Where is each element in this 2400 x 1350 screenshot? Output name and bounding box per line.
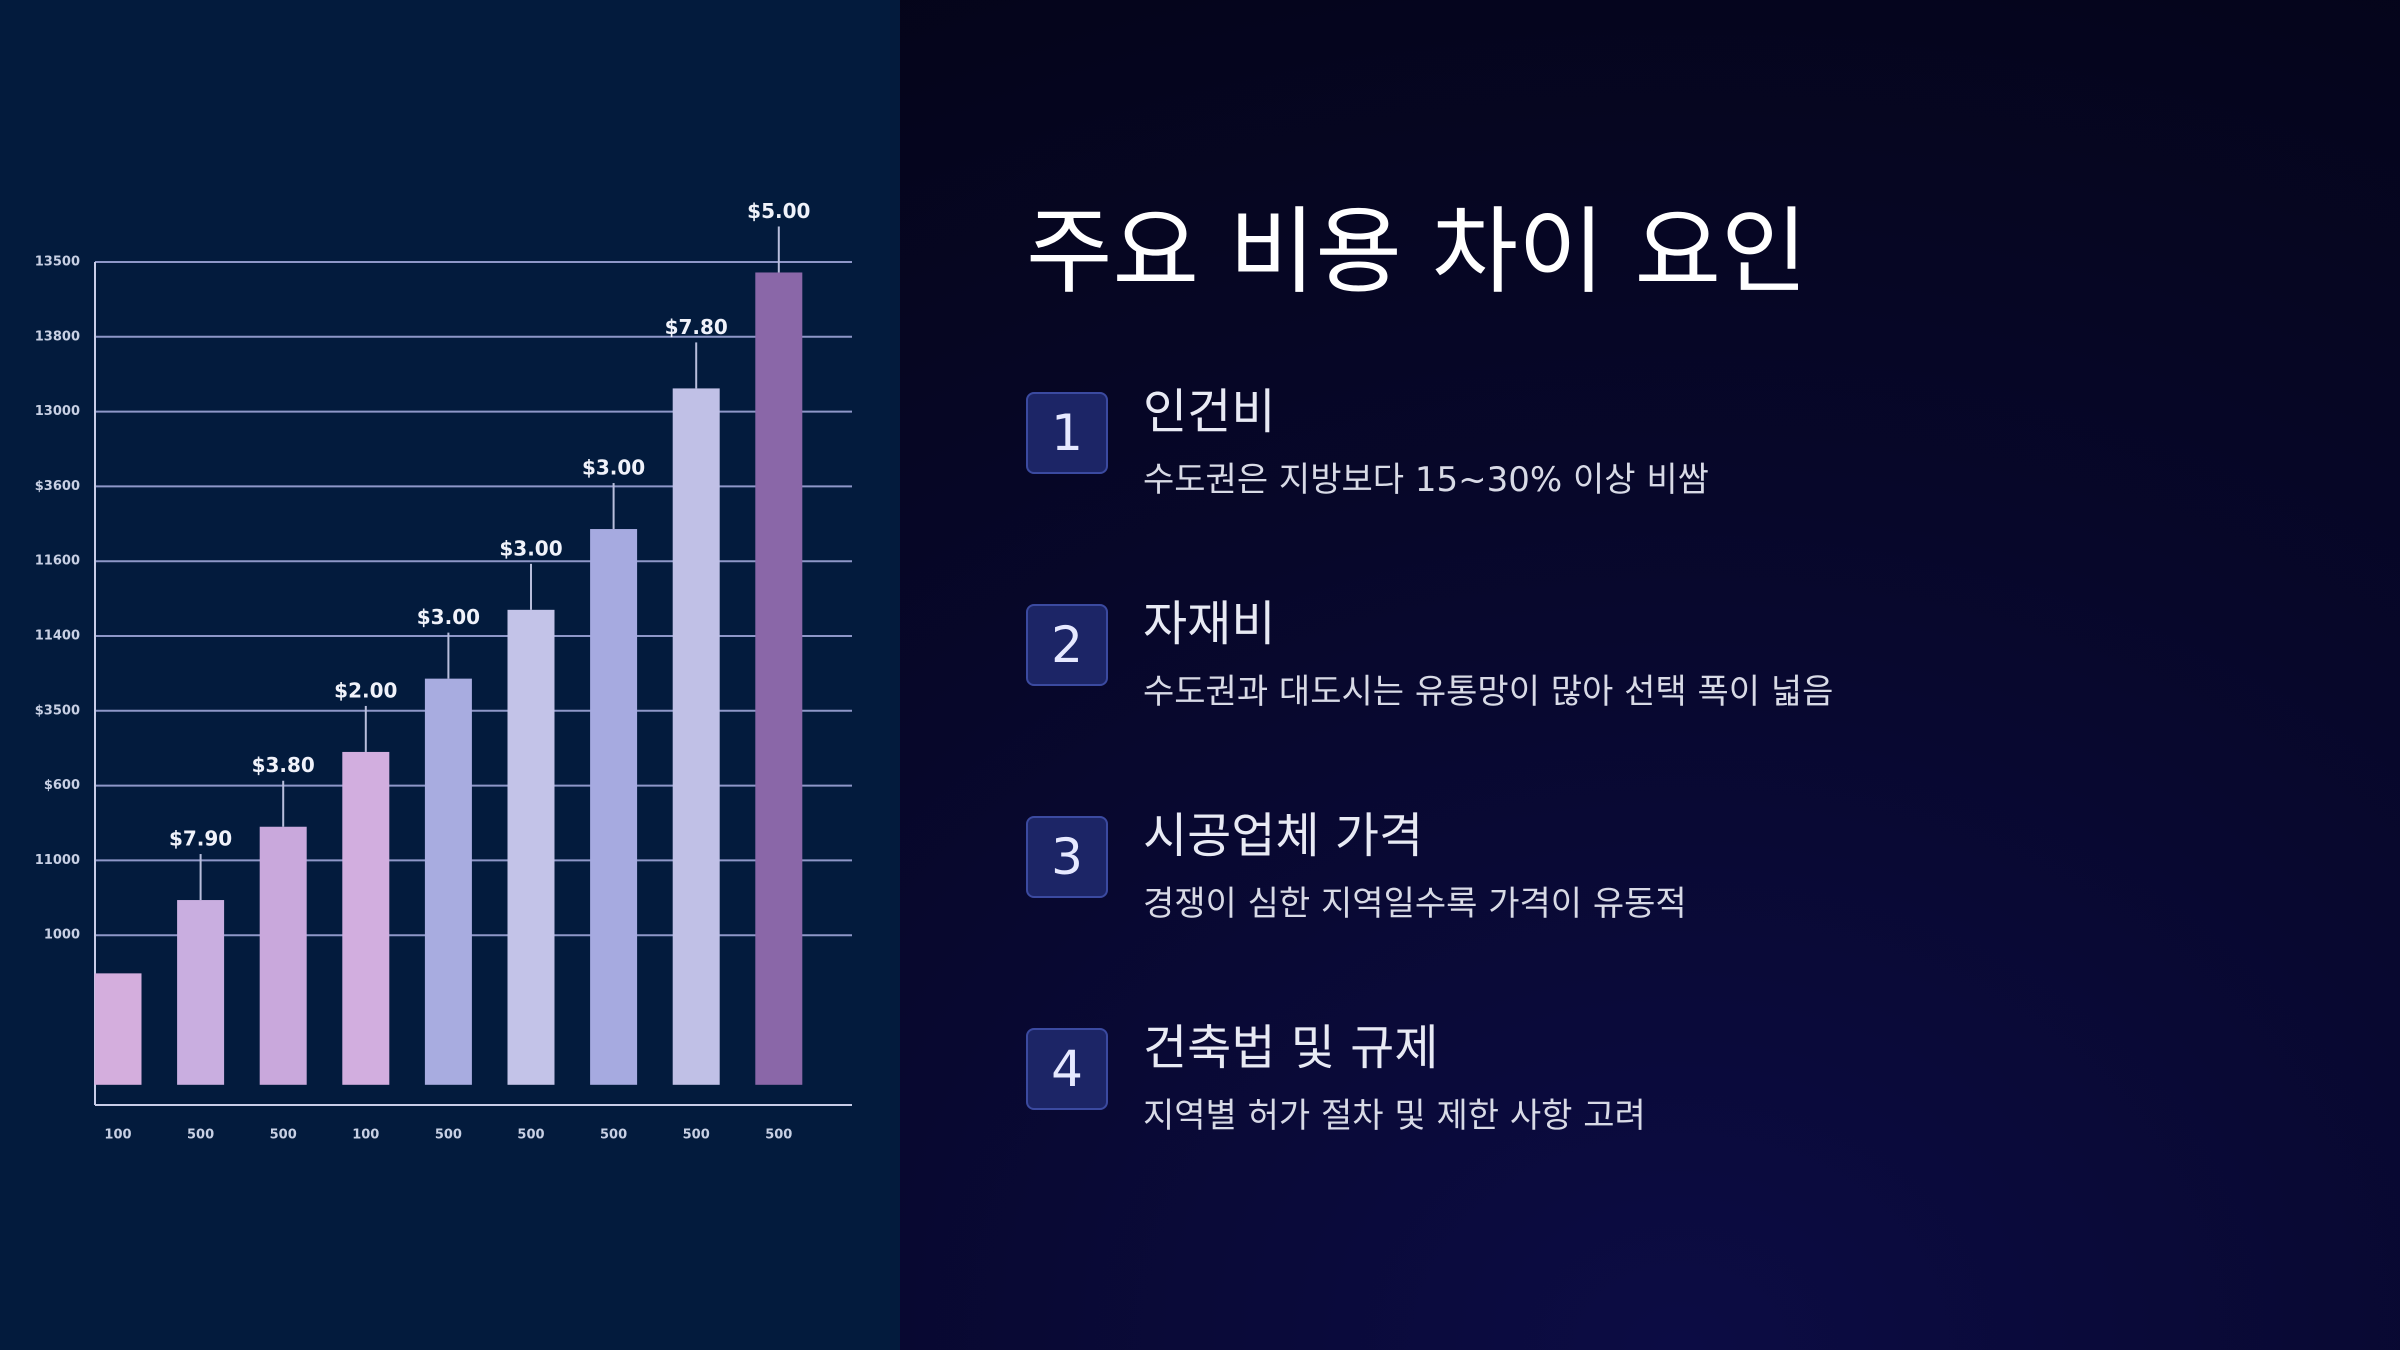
number-badge: 3 — [1026, 816, 1108, 898]
item-description: 지역별 허가 절차 및 제한 사항 고려 — [1143, 1096, 1646, 1136]
x-tick-label: 100 — [104, 1128, 131, 1143]
x-tick-label: 500 — [270, 1128, 297, 1143]
item-description: 수도권은 지방보다 15~30% 이상 비쌈 — [1143, 460, 1709, 500]
x-tick-label: 500 — [435, 1128, 462, 1143]
item-heading: 시공업체 가격 — [1143, 808, 1424, 864]
y-tick-label: 1000 — [44, 928, 80, 943]
x-tick-label: 100 — [352, 1128, 379, 1143]
bar-annotation: $3.00 — [499, 536, 562, 560]
y-tick-label: 13500 — [35, 255, 80, 270]
chart-panel: 1000 11000 $600 $3500 11400 11600 $3600 13000 13… — [0, 0, 900, 1350]
bar — [672, 388, 720, 1085]
y-tick-label: $3600 — [35, 479, 80, 494]
bar-annotation: $3.00 — [417, 605, 480, 629]
number-badge: 1 — [1026, 392, 1108, 474]
bar-annotation: $2.00 — [334, 678, 397, 702]
y-tick-label: 11600 — [35, 554, 80, 569]
item-description: 경쟁이 심한 지역일수록 가격이 유동적 — [1143, 884, 1687, 924]
y-tick-label: 11000 — [35, 853, 80, 868]
x-tick-label: 500 — [187, 1128, 214, 1143]
bar-annotation: $7.90 — [169, 827, 232, 851]
x-tick-label: 500 — [683, 1128, 710, 1143]
bar — [424, 678, 472, 1085]
y-tick-label: 13800 — [35, 329, 80, 344]
bar-annotation: $7.80 — [665, 315, 728, 339]
bar — [177, 900, 225, 1085]
y-tick-label: 11400 — [35, 629, 80, 644]
y-tick-label: $600 — [44, 778, 80, 793]
y-tick-label: 13000 — [35, 404, 80, 419]
bar — [755, 272, 803, 1085]
item-heading: 자재비 — [1143, 596, 1276, 652]
x-tick-label: 500 — [517, 1128, 544, 1143]
bar — [94, 973, 142, 1085]
y-tick-label: $3500 — [35, 703, 80, 718]
bar-annotation: $3.80 — [252, 753, 315, 777]
bar — [507, 609, 555, 1085]
number-badge: 2 — [1026, 604, 1108, 686]
chart: 1000 11000 $600 $3500 11400 11600 $3600 13000 13… — [35, 199, 852, 1143]
number-badge: 4 — [1026, 1028, 1108, 1110]
x-tick-label: 500 — [765, 1128, 792, 1143]
bar-annotation: $5.00 — [747, 199, 810, 223]
x-tick-label: 500 — [600, 1128, 627, 1143]
item-heading: 인건비 — [1143, 384, 1276, 440]
bar — [259, 826, 307, 1085]
item-description: 수도권과 대도시는 유통망이 많아 선택 폭이 넓음 — [1143, 672, 1834, 712]
bar — [342, 751, 390, 1085]
bar-annotation: $3.00 — [582, 456, 645, 480]
slide-title: 주요 비용 차이 요인 — [1026, 198, 1808, 307]
bar — [590, 529, 638, 1085]
item-heading: 건축법 및 규제 — [1143, 1020, 1439, 1076]
